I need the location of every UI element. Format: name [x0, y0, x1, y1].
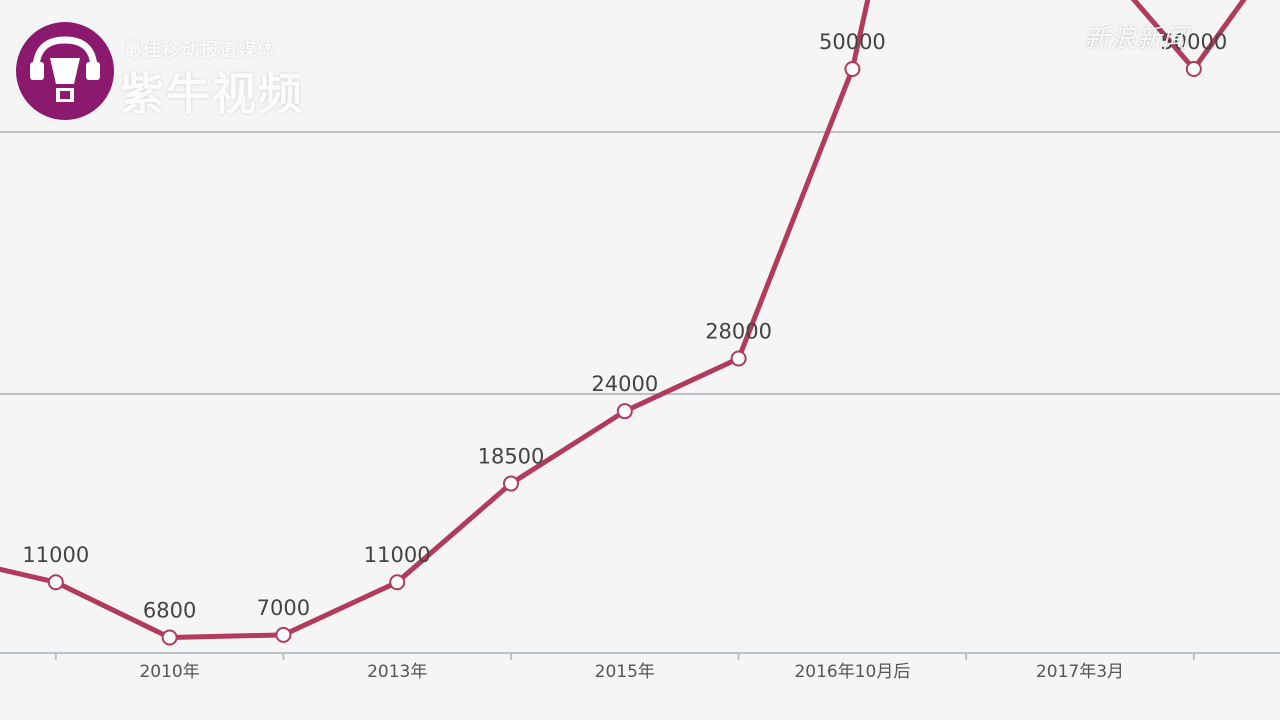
- x-tick-label: 2017年3月: [1036, 662, 1124, 682]
- data-label: 11000: [364, 543, 431, 567]
- data-label: 50000: [1160, 30, 1227, 54]
- data-label: 28000: [705, 320, 772, 344]
- data-point: [730, 350, 747, 367]
- x-tick-label: 2010年: [139, 662, 199, 682]
- watermark: 新浪新闻: [1084, 24, 1189, 54]
- data-point: [275, 626, 292, 643]
- data-point: [389, 574, 406, 591]
- data-point: [844, 61, 861, 77]
- data-label: 6800: [143, 599, 196, 623]
- x-tick-label: 2016年10月后: [794, 662, 910, 682]
- data-label: 24000: [591, 372, 658, 396]
- x-tick-label: 2015年: [595, 662, 655, 682]
- data-label: 7000: [257, 596, 310, 620]
- logo-emblem-icon: [30, 36, 100, 102]
- data-point: [47, 574, 64, 591]
- data-label: 50000: [819, 30, 886, 54]
- data-label: 11000: [22, 543, 89, 567]
- data-point: [1185, 61, 1202, 77]
- data-point: [503, 475, 519, 492]
- brand-subtitle: 最佳移动报道媒体: [124, 40, 276, 61]
- logo: [16, 22, 114, 120]
- data-label: 18500: [478, 445, 545, 469]
- data-point: [616, 403, 633, 420]
- data-point: [161, 629, 178, 646]
- x-tick-label: 2013年: [367, 662, 427, 682]
- brand-name: 紫牛视频: [120, 69, 304, 120]
- logo-circle: [16, 22, 114, 120]
